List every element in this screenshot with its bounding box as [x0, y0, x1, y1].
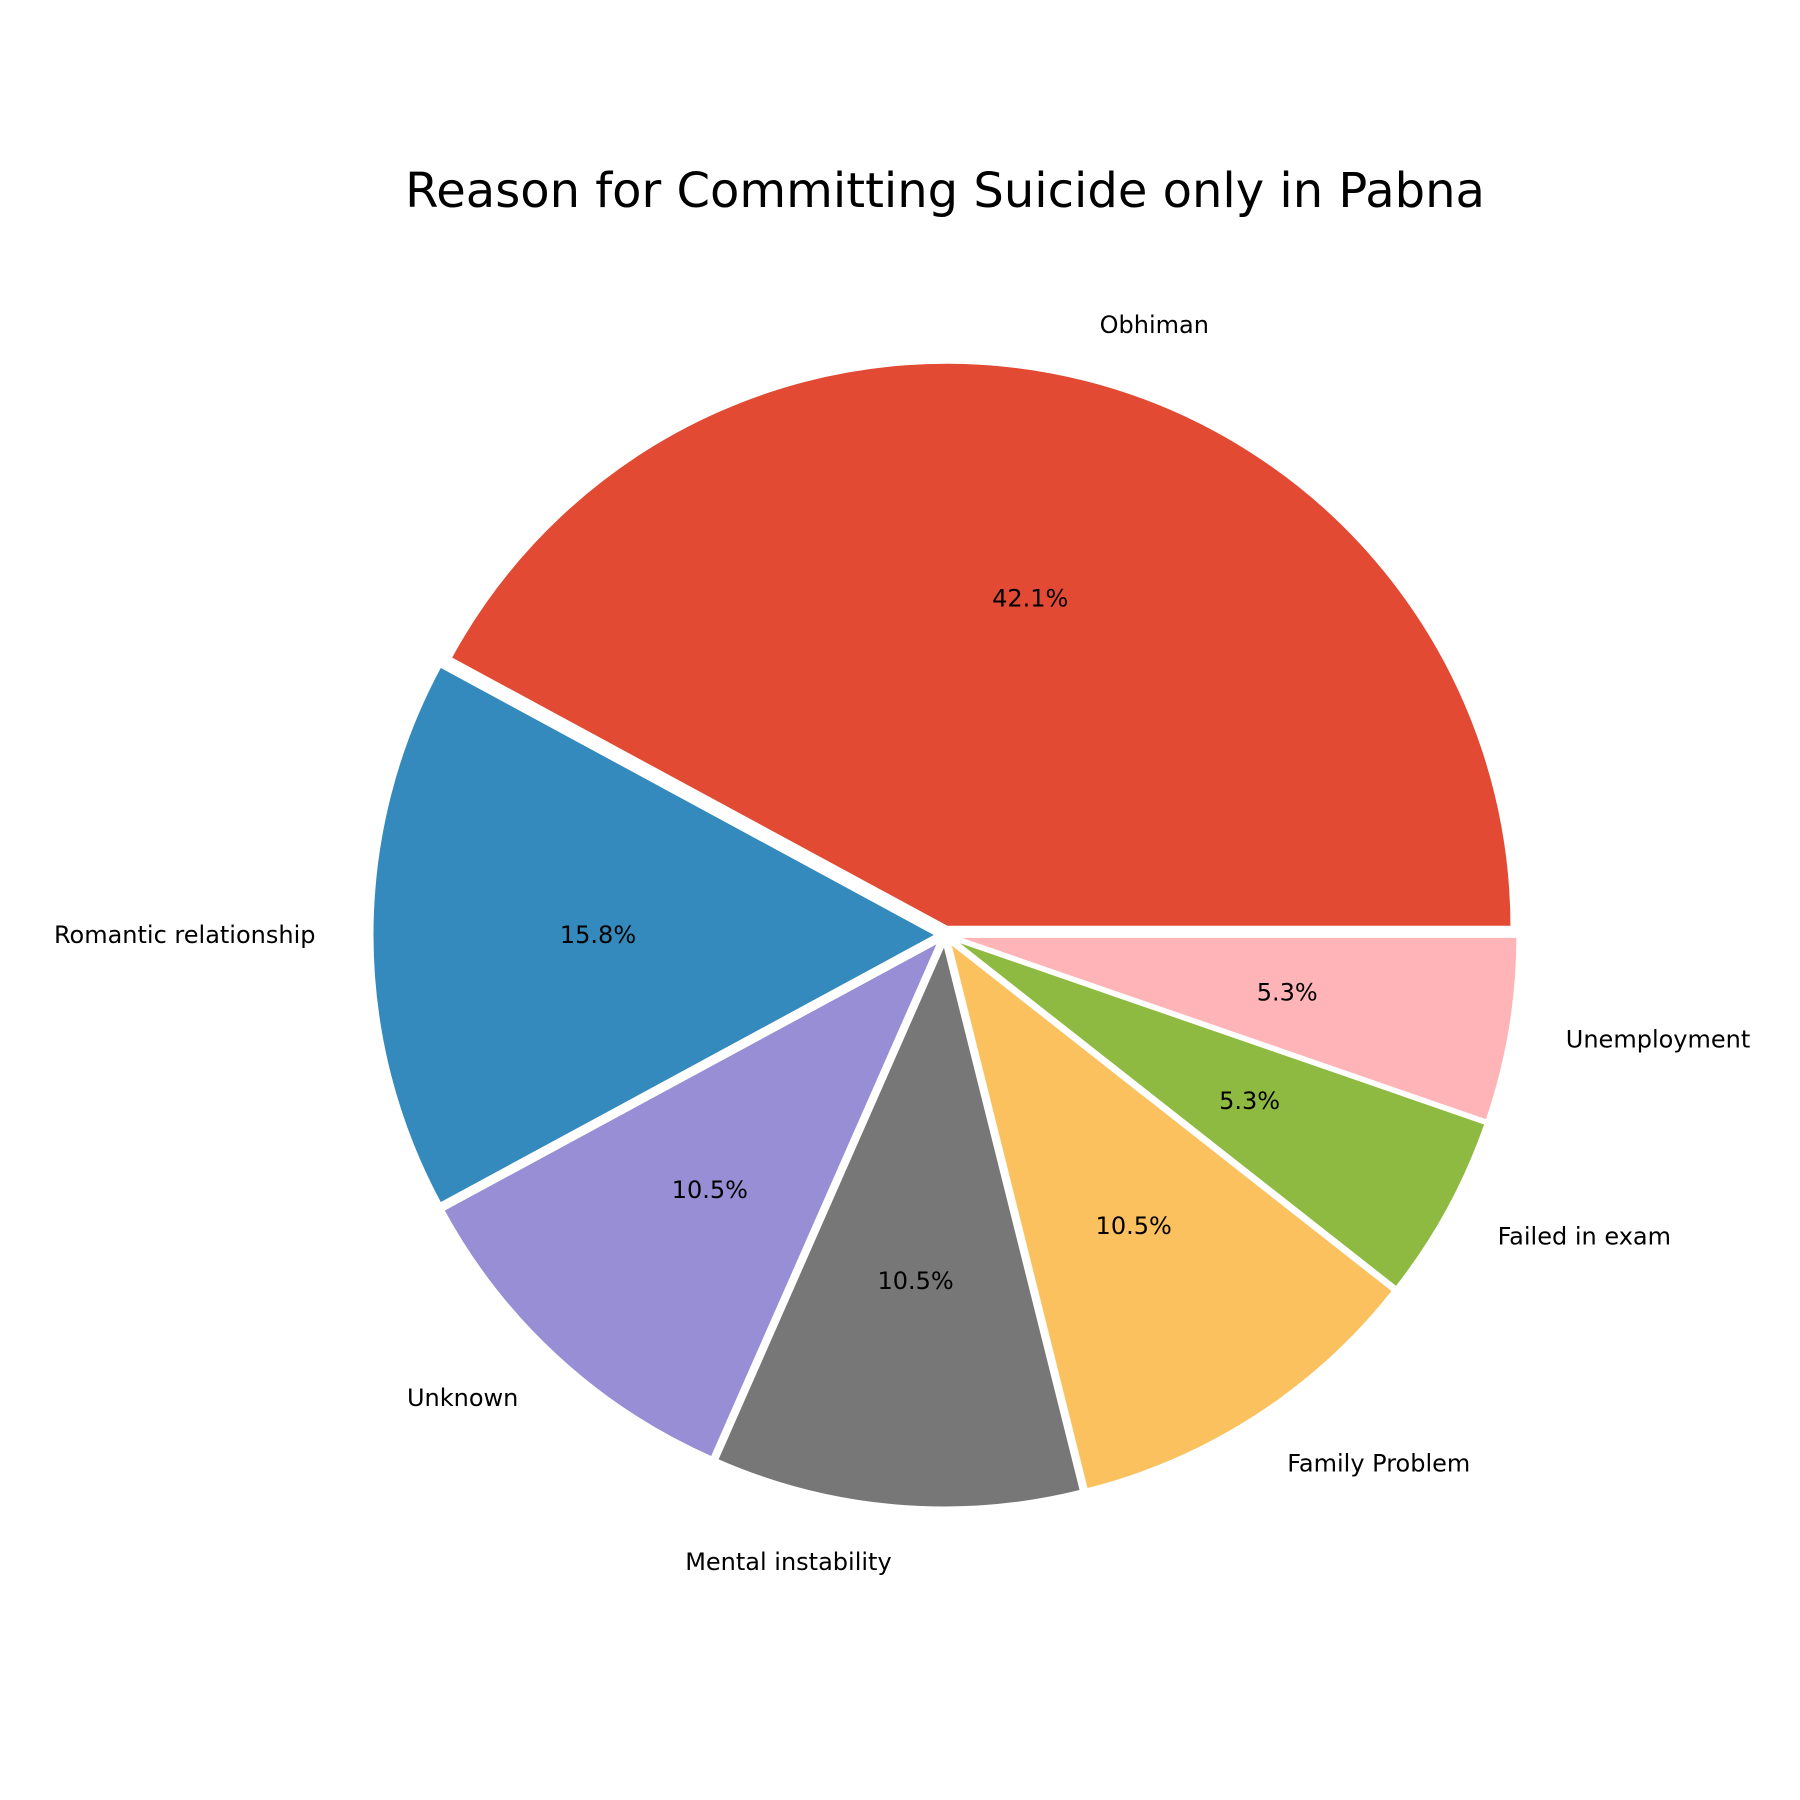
slice-percent-label: 15.8% — [560, 921, 636, 949]
slice-category-label: Unemployment — [1566, 1025, 1750, 1053]
slice-category-label: Failed in exam — [1498, 1223, 1671, 1251]
pie-slice-unemployment — [952, 934, 1520, 1123]
slice-category-label: Family Problem — [1287, 1449, 1470, 1477]
chart-title: Reason for Committing Suicide only in Pa… — [405, 163, 1485, 219]
slice-category-label: Unknown — [407, 1384, 518, 1412]
pie-slice-failed-in-exam — [951, 937, 1488, 1291]
pie-slice-unknown — [440, 937, 943, 1460]
pie-labels: 42.1% Obhiman 15.8% Romantic relationship 10… — [54, 311, 1750, 1576]
slice-percent-label: 10.5% — [877, 1267, 953, 1295]
slice-percent-label: 10.5% — [1096, 1212, 1172, 1240]
pie-slice-romantic-relationship — [370, 663, 941, 1207]
slice-percent-label: 42.1% — [992, 585, 1068, 613]
pie-slice-family-problem — [946, 937, 1396, 1492]
pie-slices — [370, 360, 1520, 1510]
slice-category-label: Romantic relationship — [54, 921, 316, 949]
pie-slice-mental-instability — [714, 938, 1084, 1510]
slice-category-label: Obhiman — [1100, 311, 1209, 339]
slice-percent-label: 5.3% — [1257, 979, 1318, 1007]
slice-percent-label: 10.5% — [672, 1176, 748, 1204]
pie-slice-obhiman — [448, 360, 1514, 929]
slice-percent-label: 5.3% — [1219, 1087, 1280, 1115]
slice-category-label: Mental instability — [685, 1548, 891, 1576]
